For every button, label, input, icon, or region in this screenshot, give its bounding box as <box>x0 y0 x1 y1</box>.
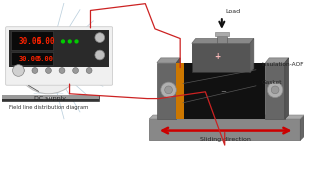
Polygon shape <box>192 39 254 43</box>
Polygon shape <box>149 115 304 119</box>
Circle shape <box>68 39 72 44</box>
Text: 5.00: 5.00 <box>37 56 54 62</box>
Polygon shape <box>266 63 285 119</box>
Text: 5.00: 5.00 <box>37 37 55 46</box>
Text: −: − <box>220 89 226 95</box>
Polygon shape <box>250 39 254 72</box>
Polygon shape <box>157 63 176 119</box>
Circle shape <box>73 68 79 73</box>
Circle shape <box>95 50 105 60</box>
Text: Field line distribution diagram: Field line distribution diagram <box>9 105 88 110</box>
Text: +: + <box>214 52 220 61</box>
Bar <box>217 36 227 43</box>
Polygon shape <box>300 115 304 140</box>
Bar <box>0 95 99 99</box>
Circle shape <box>18 68 24 73</box>
Polygon shape <box>285 58 289 119</box>
Polygon shape <box>149 119 300 140</box>
Circle shape <box>16 28 81 94</box>
Polygon shape <box>176 63 184 119</box>
FancyBboxPatch shape <box>6 27 113 85</box>
Circle shape <box>32 68 38 73</box>
Bar <box>0 95 99 101</box>
Polygon shape <box>176 58 180 119</box>
Text: Gasket: Gasket <box>183 80 282 103</box>
Polygon shape <box>157 58 180 63</box>
Polygon shape <box>176 63 266 119</box>
Circle shape <box>59 68 65 73</box>
Circle shape <box>95 33 105 42</box>
Circle shape <box>12 65 24 76</box>
Bar <box>11 31 53 50</box>
Bar <box>11 52 53 65</box>
Circle shape <box>267 82 283 98</box>
Text: 30.00: 30.00 <box>18 56 40 62</box>
Circle shape <box>74 39 79 44</box>
Circle shape <box>46 68 51 73</box>
Text: Insulation-AOF: Insulation-AOF <box>183 62 304 84</box>
Polygon shape <box>192 43 250 72</box>
Text: DC supply: DC supply <box>29 85 66 101</box>
Circle shape <box>61 39 65 44</box>
Text: 30.00: 30.00 <box>18 37 41 46</box>
Text: Load: Load <box>226 9 241 14</box>
Circle shape <box>86 68 92 73</box>
Circle shape <box>161 82 176 98</box>
Text: Sliding direction: Sliding direction <box>200 137 251 142</box>
Text: −: − <box>46 95 51 101</box>
Circle shape <box>271 86 279 94</box>
Polygon shape <box>266 58 289 63</box>
Circle shape <box>165 86 173 94</box>
Text: +: + <box>44 54 52 64</box>
Bar <box>215 32 229 36</box>
Bar <box>9 30 110 67</box>
